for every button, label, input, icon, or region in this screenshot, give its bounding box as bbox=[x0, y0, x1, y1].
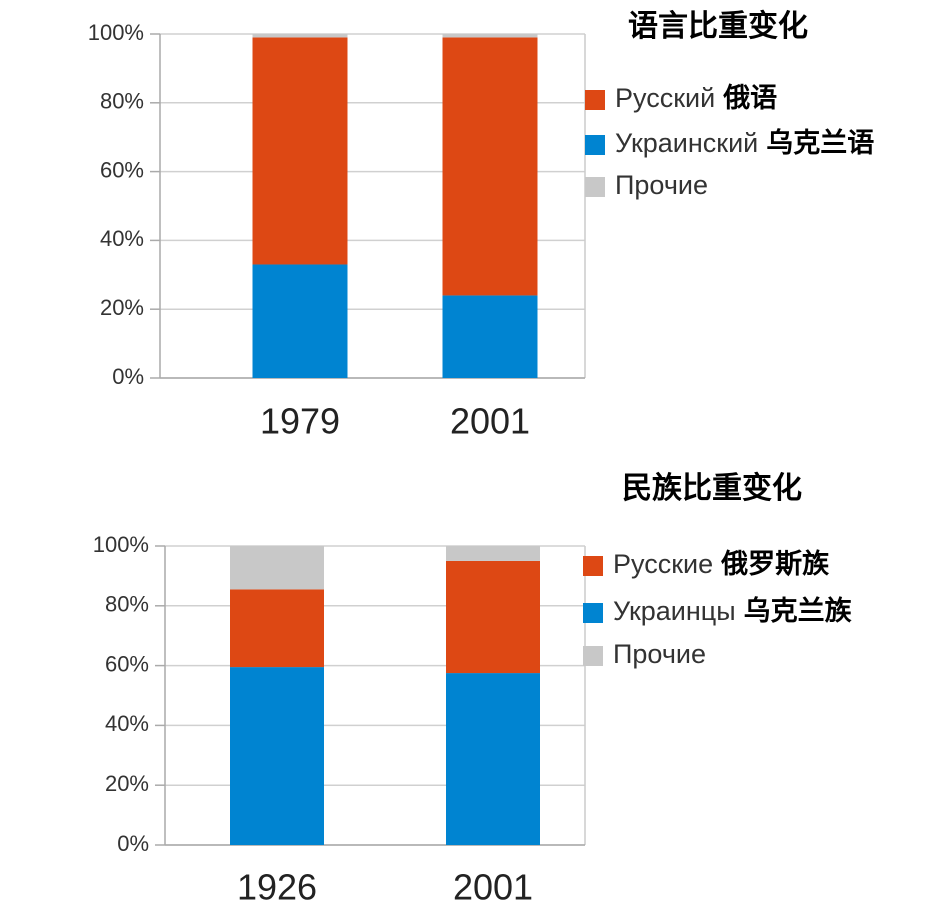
chart-title: 民族比重变化 bbox=[622, 471, 802, 505]
legend-label: Украинский 乌克兰语 bbox=[615, 127, 874, 158]
bar-segment bbox=[252, 34, 348, 38]
bar-segment bbox=[442, 34, 538, 38]
y-tick-label: 80% bbox=[105, 592, 149, 617]
x-tick-label: 2001 bbox=[450, 401, 530, 442]
bar-segment bbox=[442, 37, 538, 296]
legend-name: Прочие bbox=[615, 170, 708, 200]
legend-translation: 俄罗斯族 bbox=[720, 548, 830, 579]
legend-translation: 乌克兰族 bbox=[744, 595, 853, 626]
y-tick-label: 0% bbox=[117, 831, 149, 856]
legend-label: Прочие bbox=[615, 170, 708, 200]
legend-swatch bbox=[583, 646, 603, 666]
legend-swatch bbox=[583, 556, 603, 576]
chart-title: 语言比重变化 bbox=[628, 9, 808, 43]
legend-swatch bbox=[585, 135, 605, 155]
y-tick-label: 100% bbox=[88, 20, 144, 45]
legend-swatch bbox=[583, 603, 603, 623]
bar-segment bbox=[230, 589, 324, 668]
legend-name: Русский bbox=[615, 83, 715, 113]
y-tick-label: 60% bbox=[105, 651, 149, 676]
legend-label: Русский 俄语 bbox=[615, 83, 777, 113]
legend-label: Прочие bbox=[613, 639, 706, 669]
x-tick-label: 2001 bbox=[453, 867, 533, 908]
bar-segment bbox=[230, 667, 324, 845]
x-tick-label: 1979 bbox=[260, 401, 340, 442]
bar-segment bbox=[446, 546, 540, 561]
y-tick-label: 60% bbox=[100, 157, 144, 182]
bar-segment bbox=[446, 673, 540, 845]
legend-swatch bbox=[585, 90, 605, 110]
bar-segment bbox=[252, 37, 348, 265]
x-tick-label: 1926 bbox=[237, 867, 317, 908]
bar-segment bbox=[446, 560, 540, 674]
y-tick-label: 0% bbox=[112, 364, 144, 389]
legend-label: Русские 俄罗斯族 bbox=[613, 548, 830, 579]
legend-swatch bbox=[585, 177, 605, 197]
bar-segment bbox=[442, 295, 538, 378]
legend-name: Русские bbox=[613, 549, 713, 579]
legend-translation: 俄语 bbox=[722, 83, 777, 113]
y-tick-label: 20% bbox=[105, 771, 149, 796]
bar-segment bbox=[230, 546, 324, 590]
bar-segment bbox=[252, 264, 348, 378]
y-tick-label: 40% bbox=[105, 711, 149, 736]
y-tick-label: 40% bbox=[100, 226, 144, 251]
legend-translation: 乌克兰语 bbox=[766, 127, 874, 158]
legend-name: Украинский bbox=[615, 128, 758, 158]
legend-name: Прочие bbox=[613, 639, 706, 669]
y-tick-label: 80% bbox=[100, 89, 144, 114]
y-tick-label: 100% bbox=[93, 532, 149, 557]
legend-name: Украинцы bbox=[613, 596, 736, 626]
legend-label: Украинцы 乌克兰族 bbox=[613, 595, 853, 626]
y-tick-label: 20% bbox=[100, 295, 144, 320]
